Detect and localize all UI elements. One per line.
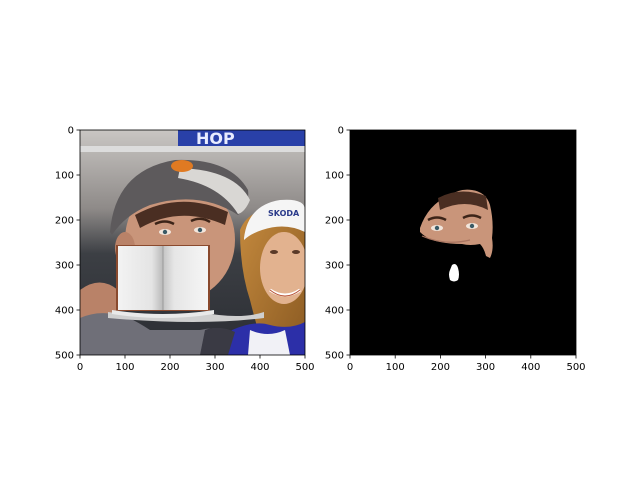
woman-face: [260, 232, 305, 304]
photo-xtick-label: 200: [160, 362, 179, 373]
mask-ytick-label: 300: [325, 261, 344, 272]
mask-xtick-label: 300: [476, 362, 495, 373]
photo-xtick-label: 500: [295, 362, 314, 373]
photo-ytick-label: 300: [55, 261, 74, 272]
photo-xtick-label: 400: [250, 362, 269, 373]
woman-cap-text: SKODA: [268, 209, 300, 218]
woman-cap: [244, 199, 305, 240]
photo-xtick-label: 100: [115, 362, 134, 373]
photo-panel: HOP SKODA: [80, 129, 305, 355]
photo-xtick-label: 300: [205, 362, 224, 373]
mask-ytick-label: 400: [325, 306, 344, 317]
photo-ytick-label: 200: [55, 216, 74, 227]
mask-white-blob: [449, 264, 459, 282]
photo-ytick-label: 400: [55, 306, 74, 317]
mask-ytick-label: 500: [325, 351, 344, 362]
hop-sign-text: HOP: [196, 129, 235, 148]
hop-sign: [178, 130, 305, 146]
photo-ytick-label: 500: [55, 351, 74, 362]
mask-xtick-label: 0: [347, 362, 353, 373]
mask-xtick-label: 200: [431, 362, 450, 373]
mask-xtick-label: 500: [566, 362, 585, 373]
mask-ytick-label: 200: [325, 216, 344, 227]
photo-ytick-label: 100: [55, 171, 74, 182]
mask-xtick-label: 100: [386, 362, 405, 373]
photo-ytick-label: 0: [68, 126, 74, 137]
mask-ytick-label: 0: [338, 126, 344, 137]
mask-xtick-label: 400: [521, 362, 540, 373]
mask-panel: [350, 130, 576, 355]
photo-xtick-label: 0: [77, 362, 83, 373]
mask-ytick-label: 100: [325, 171, 344, 182]
book-icon: [108, 245, 264, 322]
